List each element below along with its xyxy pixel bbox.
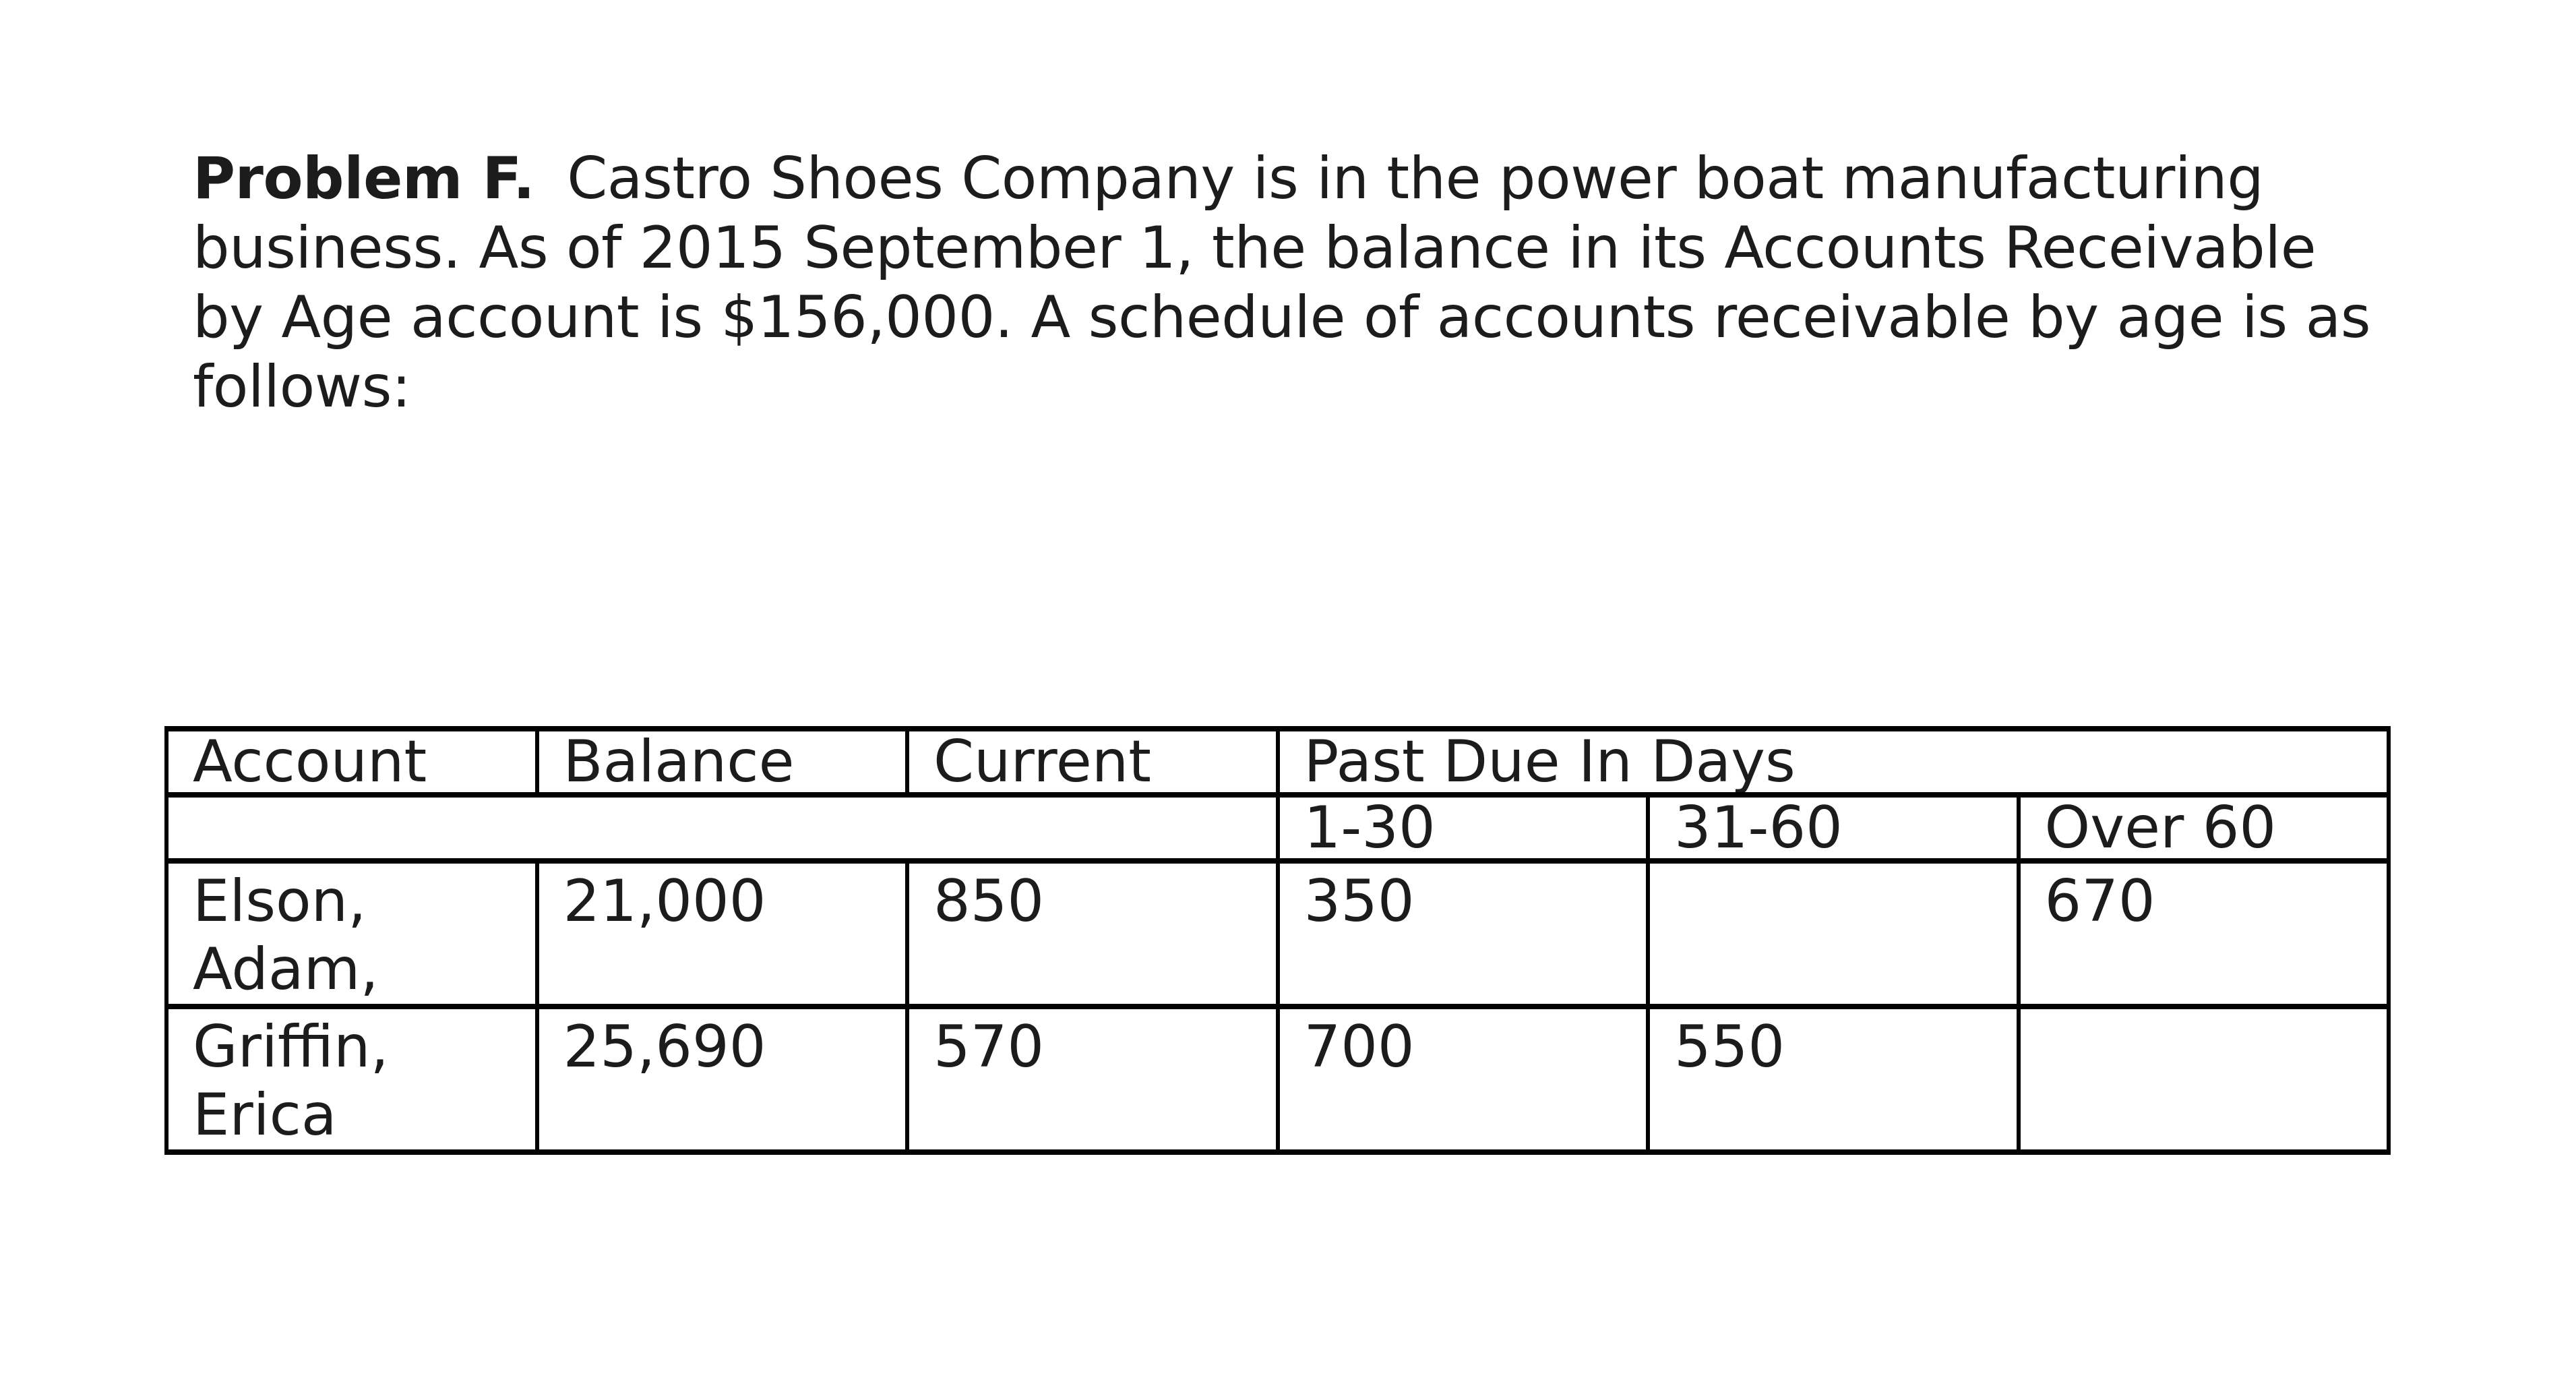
- account-name-cell: Griffin, Erica: [164, 1004, 539, 1155]
- account-name-line: Elson,: [193, 868, 367, 935]
- subheader-empty-cell: [164, 792, 1280, 864]
- days-31-60-cell: [1646, 858, 2021, 1009]
- balance-cell: 25,690: [534, 1004, 909, 1155]
- current-cell: 850: [905, 858, 1280, 1009]
- problem-label: Problem F.: [193, 145, 535, 212]
- header-current: Current: [905, 726, 1280, 798]
- account-name-cell: Elson, Adam,: [164, 858, 539, 1009]
- problem-line-1-text: Castro Shoes Company is in the power boa…: [567, 145, 2264, 212]
- header-row: Account Balance Current Past Due In Days: [164, 726, 2391, 798]
- days-1-30-cell: 700: [1275, 1004, 1650, 1155]
- over-60-cell: [2016, 1004, 2391, 1155]
- days-31-60-cell: 550: [1646, 1004, 2021, 1155]
- current-cell: 570: [905, 1004, 1280, 1155]
- header-account: Account: [164, 726, 539, 798]
- subheader-over-60: Over 60: [2016, 792, 2391, 864]
- subheader-1-30: 1-30: [1275, 792, 1650, 864]
- header-balance: Balance: [534, 726, 909, 798]
- problem-statement: Problem F. Castro Shoes Company is in the…: [193, 144, 2371, 422]
- account-name-line: Erica: [193, 1081, 337, 1149]
- account-name-line: Adam,: [193, 936, 379, 1003]
- table-row-griffin-erica: Griffin, Erica 25,690 570 700 550: [164, 1004, 2391, 1155]
- accounts-receivable-aging-table: Account Balance Current Past Due In Days…: [164, 726, 2391, 1155]
- subheader-row: 1-30 31-60 Over 60: [164, 792, 2391, 864]
- balance-cell: 21,000: [534, 858, 909, 1009]
- table-row-elson-adam: Elson, Adam, 21,000 850 350 670: [164, 858, 2391, 1009]
- over-60-cell: 670: [2016, 858, 2391, 1009]
- account-name-line: Griffin,: [193, 1013, 389, 1081]
- days-1-30-cell: 350: [1275, 858, 1650, 1009]
- header-past-due-in-days: Past Due In Days: [1275, 726, 2391, 798]
- problem-line-4: follows:: [193, 353, 411, 421]
- problem-line-1: Problem F. Castro Shoes Company is in the…: [193, 144, 2370, 214]
- subheader-31-60: 31-60: [1646, 792, 2021, 864]
- problem-line-3: by Age account is $156,000. A schedule o…: [193, 284, 2371, 351]
- problem-line-2: business. As of 2015 September 1, the ba…: [193, 214, 2317, 282]
